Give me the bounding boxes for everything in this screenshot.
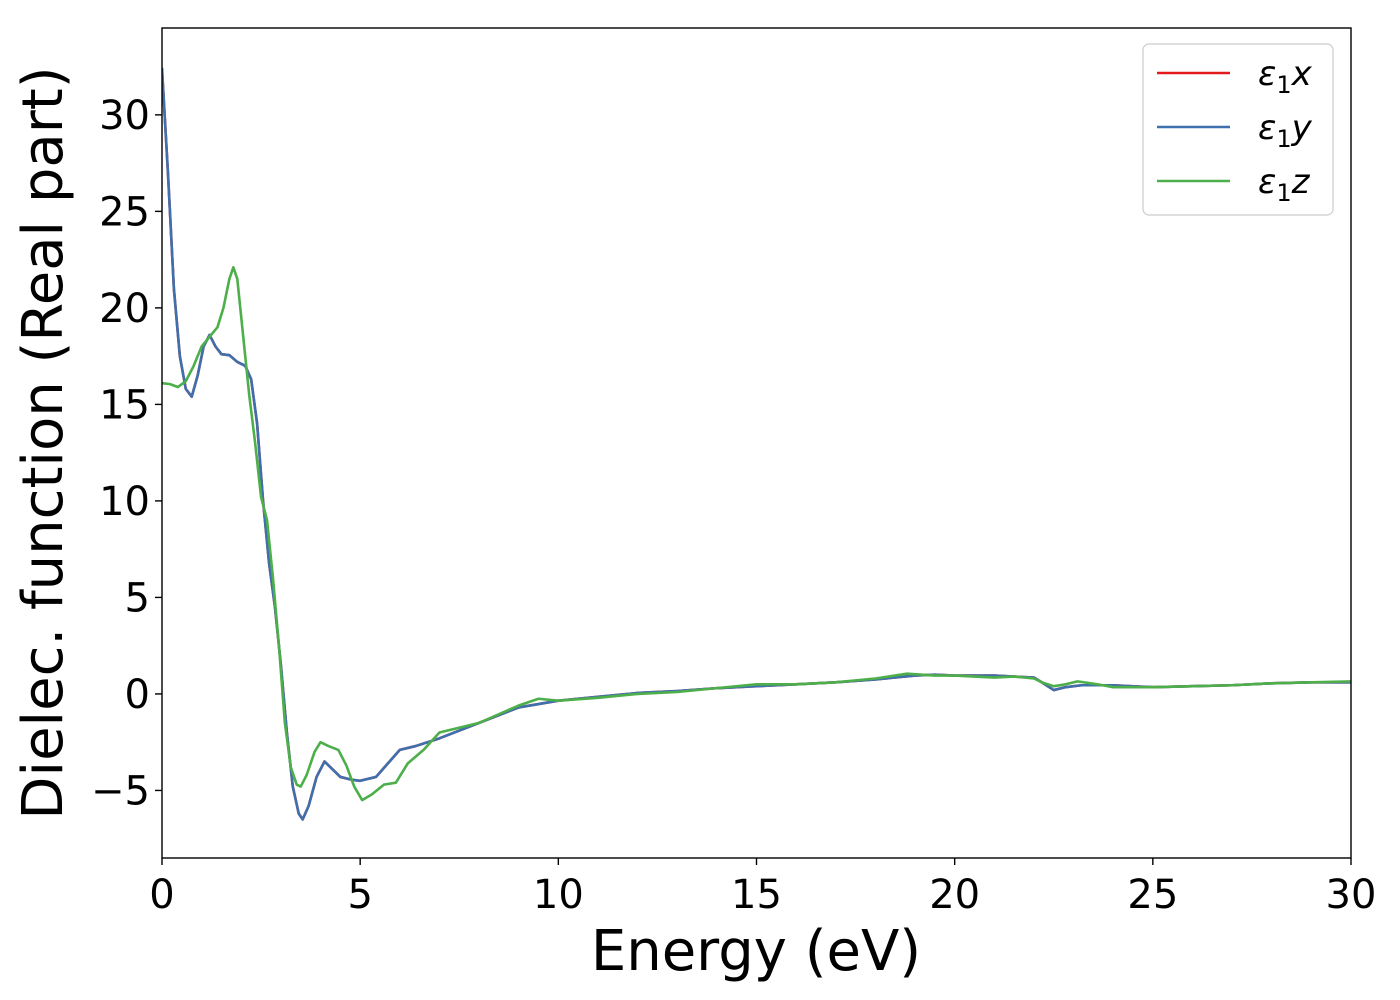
legend-label-z: ε1z [1258, 162, 1311, 207]
y-tick-label: −5 [91, 768, 150, 814]
x-tick-label: 15 [731, 872, 782, 918]
y-tick-label: 20 [99, 286, 150, 332]
y-tick-label: 15 [99, 382, 150, 428]
x-tick-label: 10 [533, 872, 584, 918]
legend: ε1x ε1y ε1z [1142, 43, 1334, 216]
series-line-z [162, 266, 1351, 802]
legend-label-y: ε1y [1258, 108, 1313, 153]
y-tick-label: 5 [125, 575, 150, 621]
x-tick-label: 20 [929, 872, 980, 918]
x-tick-label: 30 [1326, 872, 1377, 918]
y-tick-label: 30 [99, 93, 150, 139]
y-tick-label: 0 [125, 672, 150, 718]
y-tick-label: 25 [99, 189, 150, 235]
legend-box [1142, 43, 1334, 216]
x-axis-label: Energy (eV) [591, 919, 921, 984]
x-axis: 0 5 10 15 20 25 30 [149, 858, 1376, 918]
x-tick-label: 25 [1127, 872, 1178, 918]
y-axis-label: Dielec. function (Real part) [11, 66, 76, 819]
x-tick-label: 5 [347, 872, 372, 918]
x-tick-label: 0 [149, 872, 174, 918]
y-axis: −5 0 5 10 15 20 25 30 [91, 93, 162, 814]
plot-series-group [162, 67, 1351, 821]
legend-label-x: ε1x [1258, 54, 1313, 99]
y-tick-label: 10 [99, 479, 150, 525]
legend-items: ε1x ε1y ε1z [1157, 54, 1313, 207]
